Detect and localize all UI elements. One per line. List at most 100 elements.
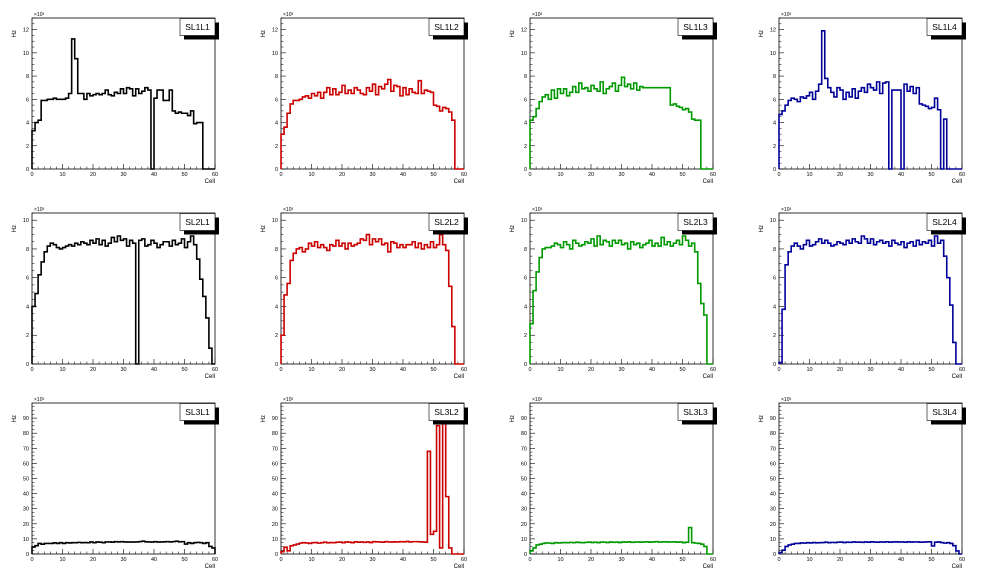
y-tick-label: 2	[773, 333, 776, 339]
legend-label: SL2L3	[683, 217, 708, 227]
y-tick-label: 80	[521, 431, 527, 437]
y-axis-label: Hz	[12, 415, 18, 422]
y-tick-label: 0	[773, 362, 776, 368]
legend-box	[926, 213, 963, 231]
y-tick-label: 80	[770, 431, 776, 437]
histogram-svg: 0 2 4 6 8 10 0 10 20 30 40 50 60 Hz ×10³ Cell SL2L2	[261, 207, 468, 380]
y-tick-label: 10	[272, 51, 278, 57]
y-tick-label: 10	[521, 537, 527, 543]
y-tick-label: 20	[521, 522, 527, 528]
x-tick-label: 60	[461, 172, 467, 178]
y-axis-label: Hz	[759, 415, 765, 422]
x-tick-label: 10	[308, 367, 314, 373]
histogram-series	[280, 78, 464, 170]
y-axis-label: Hz	[12, 225, 18, 232]
y-tick-label: 2	[26, 144, 29, 150]
x-tick-label: 40	[898, 367, 904, 373]
y-tick-label: 30	[521, 507, 527, 513]
x-tick-label: 40	[898, 172, 904, 178]
y-scale-label: ×10³	[781, 397, 791, 403]
y-tick-label: 8	[524, 247, 527, 253]
x-tick-label: 60	[959, 172, 965, 178]
y-tick-label: 8	[275, 74, 278, 80]
y-axis-label: Hz	[510, 415, 516, 422]
y-tick-label: 70	[23, 446, 29, 452]
x-tick-label: 10	[806, 367, 812, 373]
histogram-series	[778, 235, 962, 365]
x-tick-label: 0	[30, 557, 33, 563]
histogram-series	[31, 540, 216, 554]
histogram-svg: 0 2 4 6 8 10 12 0 10 20 30 40 50 60 Hz ×10³ Cell SL1L3	[510, 12, 717, 185]
x-tick-label: 50	[181, 557, 187, 563]
plot-frame	[778, 17, 963, 170]
y-tick-label: 8	[773, 74, 776, 80]
plot-frame	[31, 212, 216, 365]
histogram-series	[529, 235, 713, 365]
legend-label: SL2L4	[932, 217, 957, 227]
y-tick-label: 20	[770, 522, 776, 528]
legend-box	[428, 18, 465, 36]
histogram-svg: 0 2 4 6 8 10 0 10 20 30 40 50 60 Hz ×10³ Cell SL2L4	[759, 207, 966, 380]
x-tick-label: 60	[710, 557, 716, 563]
y-scale-label: ×10³	[34, 12, 44, 18]
y-tick-label: 10	[521, 51, 527, 57]
x-tick-label: 30	[618, 172, 624, 178]
y-tick-label: 10	[272, 218, 278, 224]
x-tick-label: 0	[528, 557, 531, 563]
histogram-series	[31, 235, 215, 365]
y-tick-label: 60	[770, 461, 776, 467]
x-tick-label: 30	[120, 172, 126, 178]
y-tick-label: 20	[272, 522, 278, 528]
x-tick-label: 60	[212, 557, 218, 563]
x-tick-label: 0	[528, 367, 531, 373]
x-tick-label: 40	[649, 172, 655, 178]
x-tick-label: 20	[837, 367, 843, 373]
y-tick-label: 2	[275, 144, 278, 150]
y-tick-label: 4	[524, 304, 527, 310]
x-axis-label: Cell	[952, 374, 962, 380]
y-tick-label: 4	[773, 121, 776, 127]
y-tick-label: 10	[521, 218, 527, 224]
x-tick-label: 60	[461, 367, 467, 373]
legend-box	[179, 18, 216, 36]
x-tick-label: 10	[308, 172, 314, 178]
y-tick-label: 2	[524, 144, 527, 150]
y-scale-label: ×10³	[283, 207, 293, 213]
histogram-panel-sl2l1: 0 2 4 6 8 10 0 10 20 30 40 50 60 Hz ×10³ Cell SL2L1	[0, 195, 249, 385]
y-scale-label: ×10³	[781, 207, 791, 213]
histogram-svg: 0 2 4 6 8 10 12 0 10 20 30 40 50 60 Hz ×10³ Cell SL1L1	[12, 12, 219, 185]
x-tick-label: 30	[867, 557, 873, 563]
y-tick-label: 0	[524, 362, 527, 368]
plot-frame	[778, 402, 963, 555]
y-tick-label: 8	[275, 247, 278, 253]
x-tick-label: 40	[649, 367, 655, 373]
histogram-panel-sl2l3: 0 2 4 6 8 10 0 10 20 30 40 50 60 Hz ×10³ Cell SL2L3	[498, 195, 747, 385]
x-tick-label: 0	[279, 557, 282, 563]
y-tick-label: 40	[521, 492, 527, 498]
histogram-panel-sl1l3: 0 2 4 6 8 10 12 0 10 20 30 40 50 60 Hz ×10³ Cell SL1L3	[498, 0, 747, 190]
y-tick-label: 0	[773, 552, 776, 558]
plot-frame	[31, 402, 216, 555]
y-scale-label: ×10³	[532, 207, 542, 213]
y-tick-label: 2	[275, 333, 278, 339]
y-tick-label: 12	[770, 28, 776, 34]
histogram-svg: 0 2 4 6 8 10 0 10 20 30 40 50 60 Hz ×10³ Cell SL2L1	[12, 207, 219, 380]
histogram-series	[529, 76, 713, 170]
legend-box	[428, 403, 465, 421]
y-tick-label: 50	[272, 477, 278, 483]
x-tick-label: 60	[959, 557, 965, 563]
y-scale-label: ×10³	[532, 12, 542, 18]
y-tick-label: 20	[23, 522, 29, 528]
x-axis-label: Cell	[703, 374, 713, 380]
x-tick-label: 20	[339, 172, 345, 178]
x-tick-label: 50	[928, 172, 934, 178]
y-tick-label: 80	[23, 431, 29, 437]
y-axis-label: Hz	[12, 30, 18, 37]
x-axis-label: Cell	[952, 179, 962, 185]
y-tick-label: 50	[521, 477, 527, 483]
x-tick-label: 50	[181, 172, 187, 178]
x-axis-label: Cell	[205, 374, 215, 380]
x-tick-label: 0	[30, 367, 33, 373]
y-tick-label: 10	[23, 218, 29, 224]
x-tick-label: 30	[369, 172, 375, 178]
